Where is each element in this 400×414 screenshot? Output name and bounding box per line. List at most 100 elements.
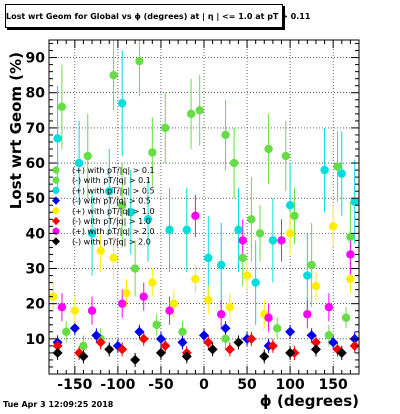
legend-label: (+) with pT/|q| > 0.1 [72,166,155,175]
data-point [234,225,243,235]
data-point [229,158,239,168]
legend-label: (-) with pT/|q| > 0.5 [72,197,151,206]
data-point [337,169,346,178]
data-point [169,299,179,308]
data-point [324,331,334,340]
data-point [311,281,321,291]
data-point [320,165,329,175]
data-point [221,334,230,344]
data-point [350,197,359,206]
data-point [272,324,282,333]
data-point [336,347,347,358]
data-point [139,292,148,301]
x-tick-label: -100 [100,377,135,393]
data-point [79,341,88,351]
y-tick-label: 20 [26,297,46,313]
chart-title: Lost wrt Geom for Global vs ϕ (degrees) … [6,12,311,21]
data-point [255,229,265,238]
data-point [96,246,105,256]
data-point [130,354,141,365]
x-tick-label: 50 [237,377,257,393]
data-point [165,306,174,315]
data-point [178,327,187,337]
data-point [204,295,213,305]
data-point [109,253,118,263]
data-point [78,351,89,362]
data-point [203,337,214,348]
data-point [307,260,316,270]
y-tick-label: 70 [26,121,46,137]
data-point [117,201,127,210]
data-point [134,326,145,337]
data-point [62,327,71,337]
data-point [251,278,260,287]
data-point [53,134,62,143]
x-axis-title: ϕ (degrees) [260,392,359,410]
data-point [259,351,270,362]
x-tick-label: 0 [199,377,209,393]
data-point [152,320,161,329]
data-point [346,250,355,259]
data-point [264,313,273,322]
data-point [346,274,355,284]
data-point [217,310,226,319]
y-tick-label: 50 [26,191,46,207]
data-point [285,201,295,210]
data-point [177,337,188,348]
data-point [247,215,256,224]
data-point [346,232,355,242]
x-tick-label: -150 [57,377,92,393]
data-point [181,351,192,362]
data-point [191,274,200,284]
data-point [285,347,296,358]
data-point [91,330,102,341]
data-point [310,337,321,348]
y-tick-label: 30 [26,262,46,278]
x-tick-label: -50 [148,377,174,393]
y-tick-label: 60 [26,156,46,172]
data-point [117,99,127,108]
data-point [49,292,58,301]
data-point [70,306,80,315]
data-point [285,326,296,337]
data-point [126,208,136,217]
data-point [225,303,235,312]
data-point [281,151,291,161]
y-axis-title: Lost wrt Geom (%) [7,52,25,209]
data-point [95,337,106,348]
data-point [207,344,218,355]
data-point [109,70,118,80]
data-point [87,306,97,315]
legend-label: (-) with pT/|q| > 2.0 [72,237,151,246]
data-point [57,102,67,112]
data-point [306,330,317,341]
data-point [333,162,342,171]
x-tick-label: 150 [319,377,348,393]
data-point [233,337,244,348]
data-point [155,333,166,344]
data-point [303,271,312,280]
chart-title-box: Lost wrt Geom for Global vs ϕ (degrees) … [5,4,311,28]
data-point [104,344,115,355]
y-tick-label: 80 [26,86,46,102]
data-point [328,337,339,348]
legend-label: (-) with pT/|q| > 0.1 [72,176,151,185]
data-point [328,222,338,231]
data-point [195,106,204,115]
data-point [324,303,334,312]
data-point [182,225,191,235]
legend-label: (+) with pT/|q| > 1.0 [72,207,155,216]
data-point [74,158,84,168]
data-point [148,148,157,157]
data-point [135,56,144,66]
data-point [186,109,196,119]
y-tick-label: 40 [26,226,46,242]
legend-label: (+) with pT/|q| > 0.5 [72,186,155,195]
data-point [160,340,171,351]
data-point [204,253,213,263]
data-point [105,186,114,196]
data-point [277,236,286,245]
x-tick-label: 100 [275,377,304,393]
